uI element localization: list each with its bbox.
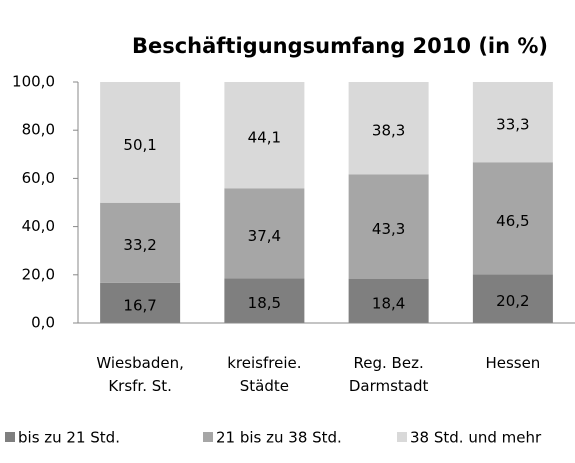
y-tick-label: 20,0 <box>22 265 55 283</box>
bar-segment <box>472 162 553 275</box>
data-label: 46,5 <box>496 212 529 230</box>
y-tick-label: 0,0 <box>31 314 55 332</box>
bar-segment <box>348 278 429 323</box>
chart-title: Beschäftigungsumfang 2010 (in %) <box>132 34 548 58</box>
legend-label: bis zu 21 Std. <box>18 429 120 447</box>
data-label: 18,5 <box>248 294 281 312</box>
y-tick-label: 100,0 <box>12 73 55 91</box>
bar-segment <box>100 282 181 323</box>
data-label: 50,1 <box>123 136 156 154</box>
data-label: 33,2 <box>123 236 156 254</box>
x-tick-label: kreisfreie. Städte <box>227 354 302 395</box>
legend-label: 38 Std. und mehr <box>410 429 542 447</box>
data-label: 37,4 <box>248 227 281 245</box>
bar-segment <box>224 82 305 189</box>
y-tick-label: 80,0 <box>22 121 55 139</box>
legend-swatch <box>203 432 213 442</box>
data-label: 33,3 <box>496 116 529 134</box>
data-label: 18,4 <box>372 294 405 312</box>
data-label: 38,3 <box>372 122 405 140</box>
data-label: 16,7 <box>123 296 156 314</box>
x-tick-label: Reg. Bez. Darmstadt <box>348 354 429 395</box>
bar-segment <box>472 274 553 323</box>
data-label: 44,1 <box>248 129 281 147</box>
legend-swatch <box>5 432 15 442</box>
data-label: 43,3 <box>372 220 405 238</box>
legend-swatch <box>397 432 407 442</box>
y-tick-label: 60,0 <box>22 169 55 187</box>
bar-segment <box>224 278 305 323</box>
y-tick-label: 40,0 <box>22 217 55 235</box>
bar-segment <box>472 82 553 163</box>
x-tick-label: Hessen <box>485 354 541 372</box>
bar-segment <box>100 82 181 203</box>
data-label: 20,2 <box>496 292 529 310</box>
bar-segment <box>348 174 429 279</box>
legend-label: 21 bis zu 38 Std. <box>216 429 342 447</box>
bar-segment <box>100 202 181 283</box>
bar-segment <box>348 82 429 175</box>
x-tick-label: Wiesbaden, Krsfr. St. <box>96 354 184 395</box>
bar-segment <box>224 188 305 279</box>
